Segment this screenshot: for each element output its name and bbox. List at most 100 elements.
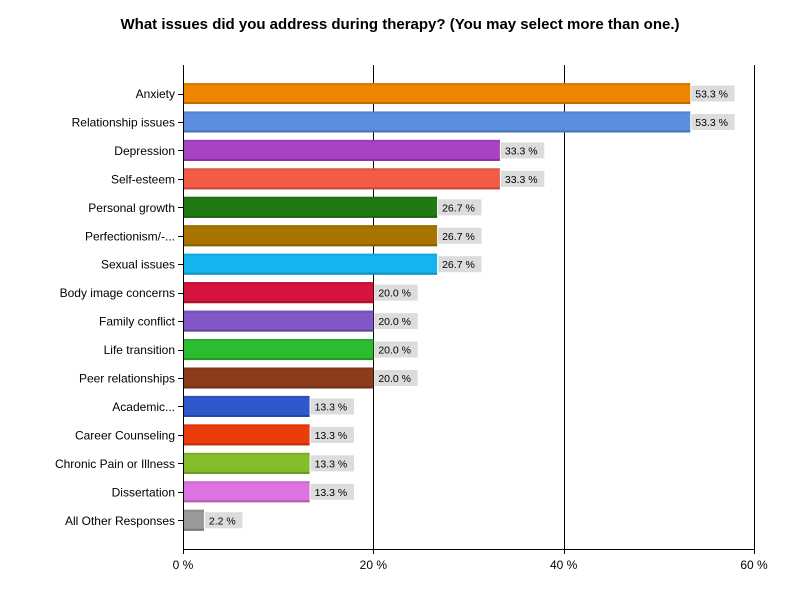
bar [183, 339, 374, 361]
x-tick-label: 60 % [740, 558, 768, 572]
data-label: 26.7 % [442, 259, 475, 271]
bar [183, 225, 438, 247]
data-label-box [438, 199, 482, 216]
bar [183, 509, 204, 531]
bar [183, 395, 310, 417]
x-tick-label: 40 % [550, 558, 578, 572]
data-label-box [500, 142, 545, 159]
data-label: 20.0 % [378, 373, 411, 385]
bar [183, 481, 310, 503]
category-label: Self-esteem [111, 172, 175, 186]
data-label-box [691, 113, 735, 130]
category-label: Life transition [104, 343, 175, 357]
bar [183, 452, 310, 474]
bar-bottom-edge [183, 158, 500, 161]
data-label: 33.3 % [505, 174, 538, 186]
data-label: 53.3 % [695, 117, 728, 129]
bar-top-edge [183, 83, 691, 85]
data-label-box [310, 455, 354, 472]
data-label: 20.0 % [378, 316, 411, 328]
bar-bottom-edge [183, 528, 204, 531]
bar-top-edge [183, 196, 438, 199]
data-label-box [374, 284, 418, 301]
bar-bottom-edge [183, 443, 310, 446]
bar-bottom-edge [183, 471, 310, 474]
category-label: Chronic Pain or Illness [55, 457, 175, 471]
bar [183, 196, 438, 218]
bar-bottom-edge [183, 272, 438, 275]
category-label: Relationship issues [72, 115, 175, 129]
category-label: Depression [114, 144, 175, 158]
bar [183, 139, 500, 161]
bar [183, 253, 438, 275]
bar-top-edge [183, 168, 500, 171]
data-label-box [204, 512, 243, 529]
bar-bottom-edge [183, 301, 374, 304]
bar-bottom-edge [183, 215, 438, 218]
category-label: Personal growth [88, 201, 175, 215]
bar-top-edge [183, 452, 310, 455]
bar-bottom-edge [183, 244, 438, 247]
data-label: 13.3 % [315, 401, 348, 413]
data-label: 13.3 % [315, 458, 348, 470]
bar-bottom-edge [183, 386, 374, 389]
category-label: Body image concerns [60, 286, 175, 300]
data-label: 13.3 % [315, 430, 348, 442]
data-label: 53.3 % [695, 89, 728, 101]
bar-top-edge [183, 509, 204, 512]
category-label: All Other Responses [65, 514, 175, 528]
bar-bottom-edge [183, 358, 374, 361]
bar-top-edge [183, 367, 374, 370]
bar-bottom-edge [183, 329, 374, 332]
bar-top-edge [183, 339, 374, 342]
category-label: Academic... [112, 400, 175, 414]
bar [183, 367, 374, 389]
data-label-box [438, 227, 482, 244]
bar-bottom-edge [183, 187, 500, 190]
data-label: 26.7 % [442, 231, 475, 243]
bar-bottom-edge [183, 500, 310, 503]
x-tick-label: 20 % [360, 558, 388, 572]
bar-bottom-edge [183, 102, 691, 104]
data-label-box [500, 170, 545, 187]
category-label: Peer relationships [79, 372, 175, 386]
data-label-box [438, 256, 482, 273]
chart-title: What issues did you address during thera… [120, 16, 680, 33]
category-label: Sexual issues [101, 258, 175, 272]
bar-top-edge [183, 395, 310, 398]
category-label: Dissertation [112, 485, 175, 499]
data-label-box [374, 313, 418, 330]
bar-top-edge [183, 424, 310, 427]
x-tick-label: 0 % [173, 558, 194, 572]
data-label: 20.0 % [378, 345, 411, 357]
data-label-box [310, 426, 354, 443]
category-label: Career Counseling [75, 428, 175, 442]
data-label: 20.0 % [378, 288, 411, 300]
data-label: 33.3 % [505, 145, 538, 157]
bar [183, 424, 310, 446]
bar-top-edge [183, 282, 374, 285]
category-label: Family conflict [99, 315, 176, 329]
bar-top-edge [183, 253, 438, 256]
bar [183, 168, 500, 190]
bar-bottom-edge [183, 414, 310, 417]
data-label-box [310, 398, 354, 415]
data-label-box [374, 370, 418, 386]
bar [183, 83, 691, 104]
bar [183, 111, 691, 133]
bar-top-edge [183, 139, 500, 142]
data-label-box [691, 85, 735, 102]
bar-bottom-edge [183, 130, 691, 133]
data-label: 13.3 % [315, 487, 348, 499]
bar-top-edge [183, 310, 374, 313]
bar-top-edge [183, 225, 438, 228]
bar-top-edge [183, 111, 691, 114]
data-label: 2.2 % [209, 515, 236, 527]
data-label-box [374, 341, 418, 358]
bar [183, 282, 374, 304]
data-label-box [310, 483, 354, 500]
category-label: Perfectionism/-... [85, 229, 175, 243]
data-label: 26.7 % [442, 202, 475, 214]
